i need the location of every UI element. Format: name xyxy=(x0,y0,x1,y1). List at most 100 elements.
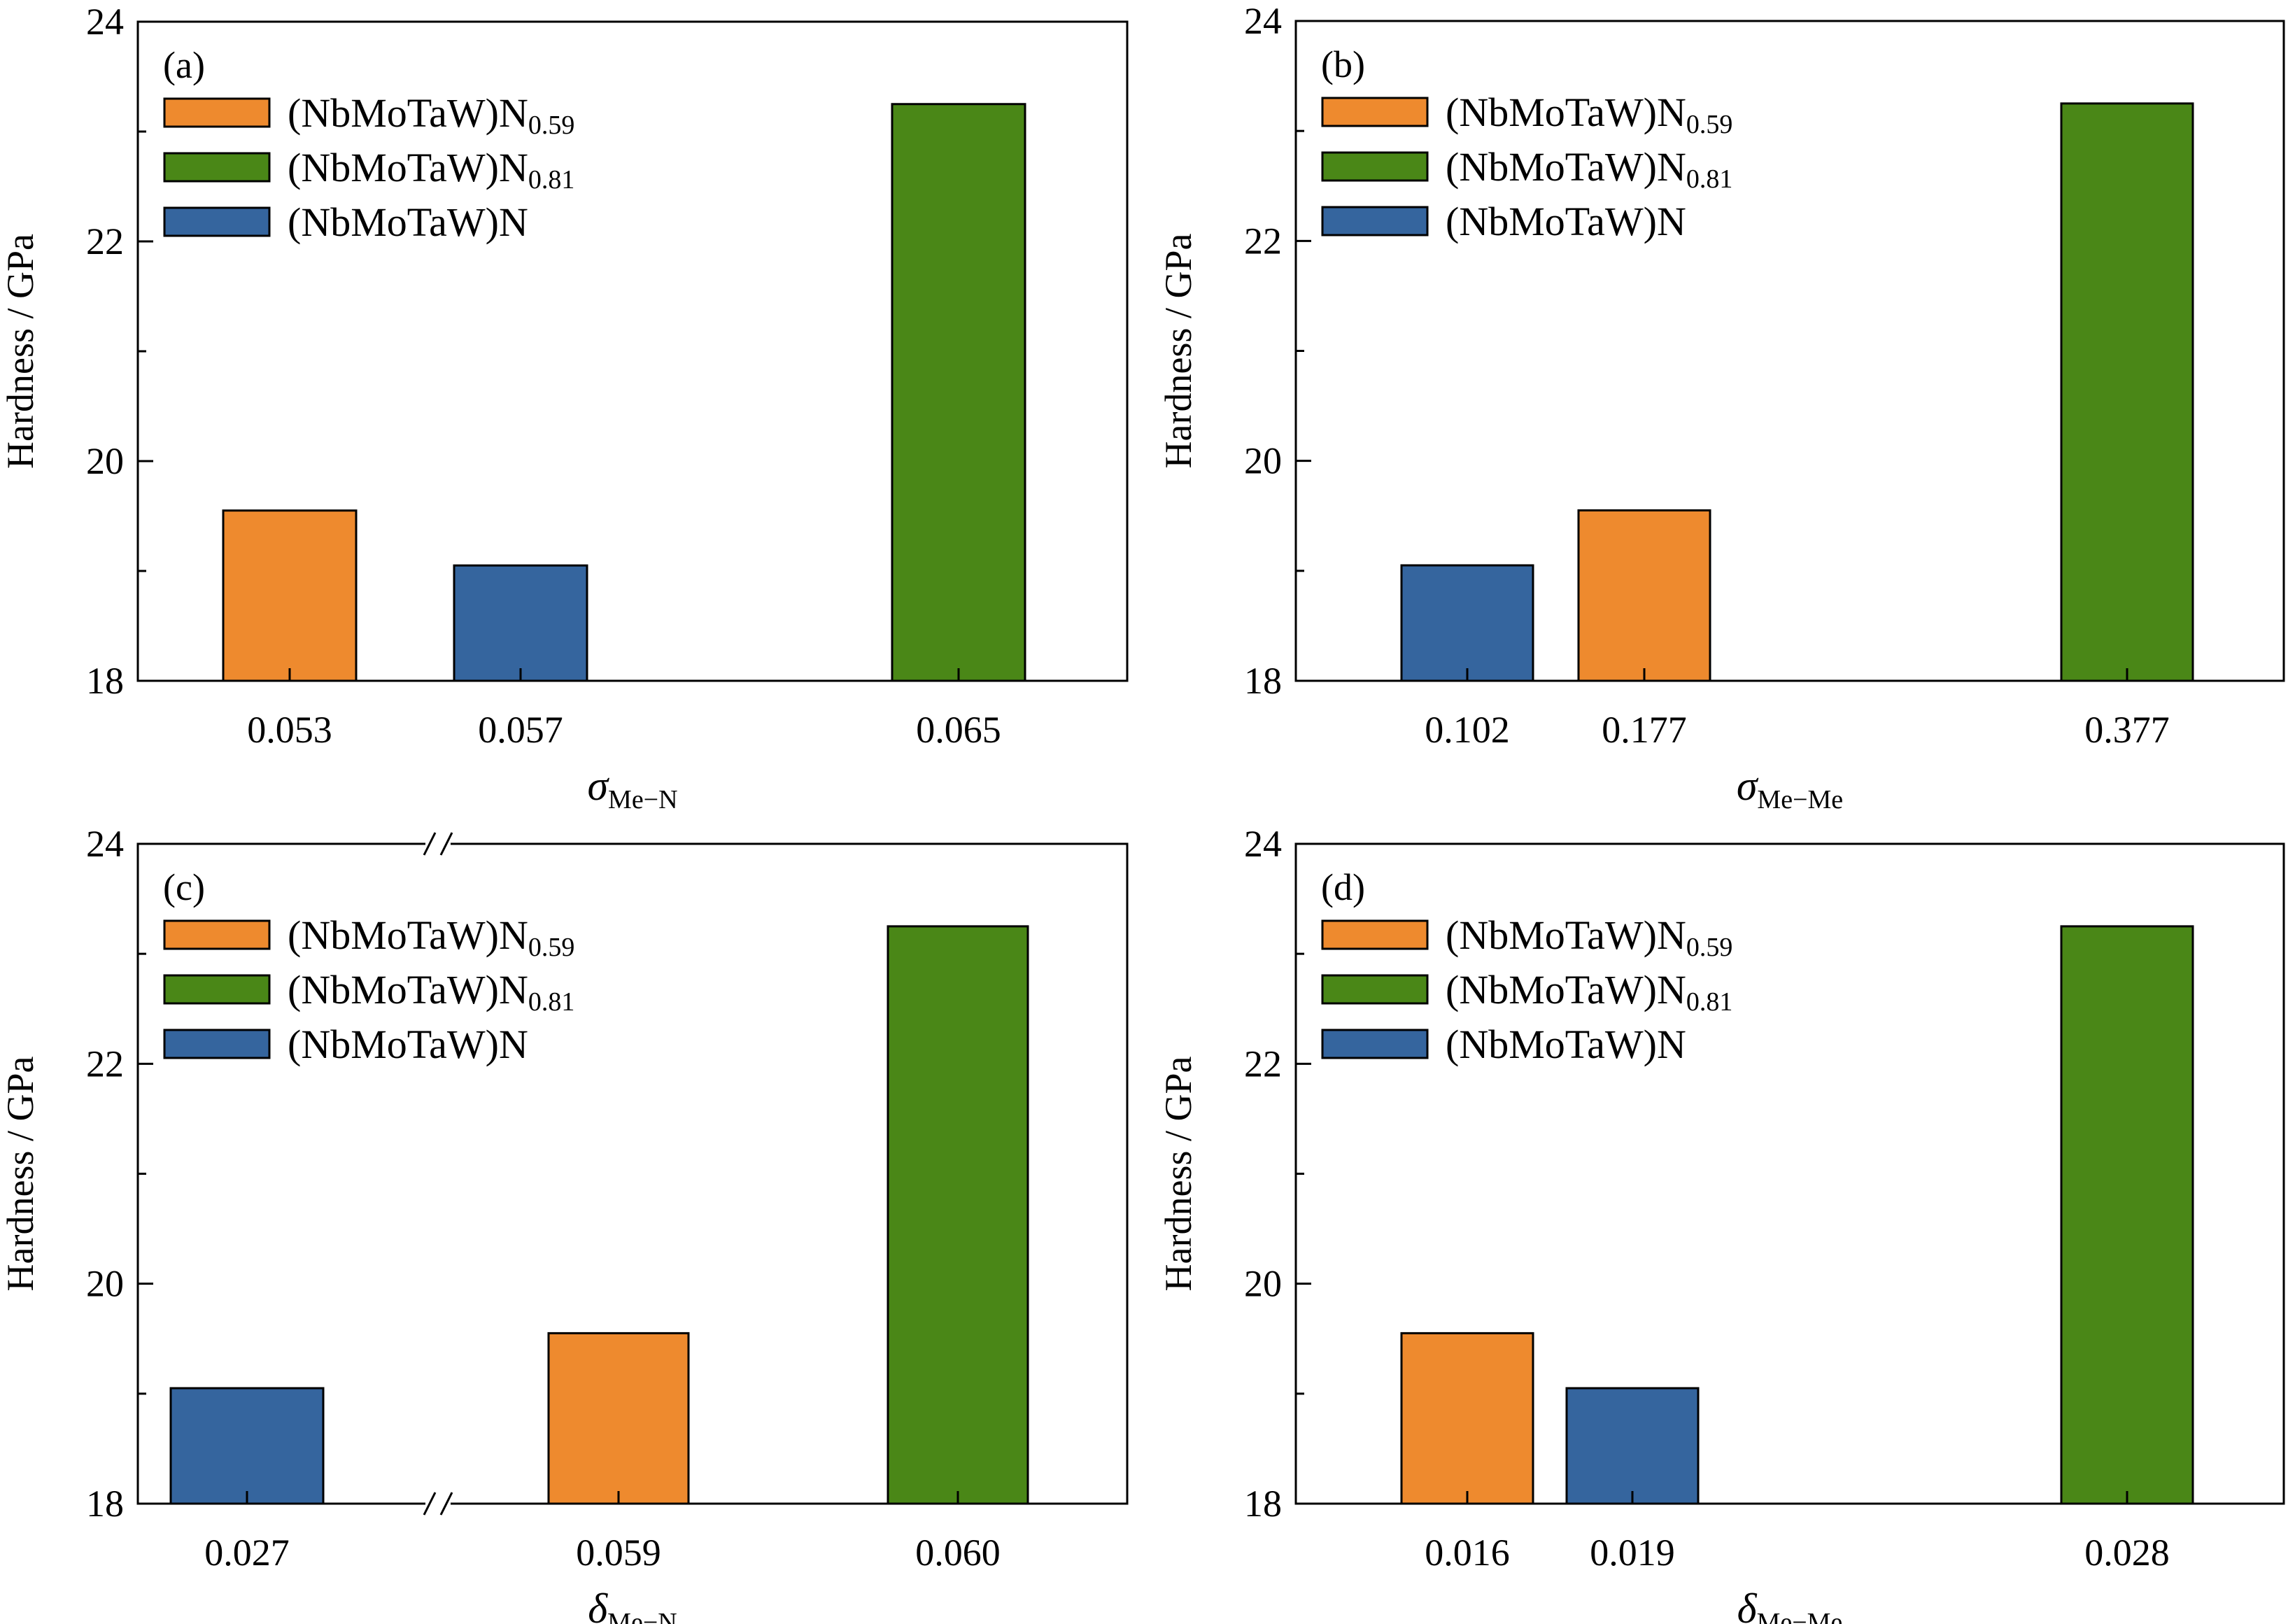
y-axis-label: Hardness / GPa xyxy=(1157,234,1199,469)
bar-N081-0.065 xyxy=(891,103,1026,682)
x-axis-symbol: δ xyxy=(1737,1586,1758,1624)
bar-N081-0.377 xyxy=(2060,102,2194,682)
legend-label: (NbMoTaW)N0.81 xyxy=(288,967,574,1017)
chart-panel-a: 0.053 0.057 0.065 18 20 22 24 Hardness / GPa σMe… xyxy=(0,1,1129,814)
x-tick-label: 0.019 xyxy=(1590,1532,1675,1574)
legend-label: (NbMoTaW)N0.81 xyxy=(1446,144,1732,194)
bar-N059-0.177 xyxy=(1577,509,1711,682)
x-tick-label: 0.057 xyxy=(478,709,563,751)
x-axis-subscript: Me−Me xyxy=(1757,1608,1843,1624)
legend-label: (NbMoTaW)N xyxy=(1446,1022,1686,1067)
panel-label: (b) xyxy=(1321,43,1365,85)
legend-label-subscript: 0.81 xyxy=(1686,987,1733,1017)
y-tick-label: 18 xyxy=(86,1483,124,1525)
legend-swatch-N081 xyxy=(163,974,271,1005)
y-tick-label: 20 xyxy=(1244,440,1282,482)
y-tick-label: 20 xyxy=(86,440,124,482)
legend-swatch-N059 xyxy=(163,97,271,128)
y-tick-label: 24 xyxy=(1244,823,1282,865)
x-tick-label: 0.377 xyxy=(2084,709,2170,751)
bar-N-0.019 xyxy=(1565,1387,1700,1505)
x-axis-label: δMe−Me xyxy=(1737,1586,1843,1624)
bar-N081-0.060 xyxy=(887,925,1029,1505)
legend-swatch-N xyxy=(163,206,271,237)
legend-label: (NbMoTaW)N xyxy=(1446,199,1686,244)
y-axis-label: Hardness / GPa xyxy=(0,234,41,469)
legend-label-base: (NbMoTaW)N xyxy=(1446,912,1686,958)
y-tick-label: 22 xyxy=(1244,1043,1282,1085)
x-tick-label: 0.028 xyxy=(2084,1532,2170,1574)
y-tick-label: 24 xyxy=(1244,0,1282,42)
y-tick-label: 18 xyxy=(86,660,124,702)
x-axis-label: δMe−N xyxy=(588,1586,677,1624)
legend-label-base: (NbMoTaW)N xyxy=(1446,144,1686,190)
axis-break-mark xyxy=(439,1492,453,1516)
legend-label-base: (NbMoTaW)N xyxy=(288,90,528,136)
axis-break-mark xyxy=(423,1492,437,1516)
bar-N059-0.053 xyxy=(222,509,358,682)
x-axis-label: σMe−Me xyxy=(1737,763,1843,814)
axis-break-mark xyxy=(423,832,437,856)
chart-panel-d: 0.016 0.019 0.028 18 20 22 24 Hardness / GPa δMe… xyxy=(1157,823,2285,1624)
legend-label-base: (NbMoTaW)N xyxy=(288,199,528,245)
panel-label: (c) xyxy=(163,866,205,908)
legend-swatch-N081 xyxy=(163,152,271,183)
legend-swatch-N xyxy=(1321,206,1429,236)
legend-swatch-N059 xyxy=(1321,919,1429,950)
bar-N059-0.059 xyxy=(547,1332,690,1505)
legend-label: (NbMoTaW)N0.59 xyxy=(1446,90,1732,139)
x-tick-label: 0.177 xyxy=(1602,709,1687,751)
legend-label: (NbMoTaW)N xyxy=(288,1022,528,1067)
axis-break-mark xyxy=(439,832,453,856)
legend-label-base: (NbMoTaW)N xyxy=(1446,90,1686,135)
y-tick-label: 22 xyxy=(86,1043,124,1085)
legend-label-subscript: 0.59 xyxy=(528,933,575,962)
x-tick-label: 0.016 xyxy=(1425,1532,1510,1574)
legend-label: (NbMoTaW)N0.59 xyxy=(1446,912,1732,962)
legend-label: (NbMoTaW)N0.81 xyxy=(288,145,574,195)
y-tick-label: 18 xyxy=(1244,660,1282,702)
legend-label: (NbMoTaW)N0.59 xyxy=(288,912,574,962)
chart-panel-c: 0.027 0.059 0.060 18 20 22 24 Hardness / GPa δMe… xyxy=(0,823,1129,1624)
x-tick-label: 0.102 xyxy=(1425,709,1510,751)
y-tick-label: 20 xyxy=(1244,1263,1282,1305)
legend-label: (NbMoTaW)N xyxy=(288,199,528,245)
legend-swatch-N059 xyxy=(1321,97,1429,127)
x-axis-subscript: Me−N xyxy=(608,785,678,814)
bar-N059-0.016 xyxy=(1400,1332,1534,1505)
x-tick-label: 0.065 xyxy=(916,709,1001,751)
legend-swatch-N081 xyxy=(1321,974,1429,1005)
y-tick-label: 20 xyxy=(86,1263,124,1305)
legend-label-base: (NbMoTaW)N xyxy=(1446,1022,1686,1067)
x-axis-subscript: Me−N xyxy=(607,1608,677,1624)
legend-label-subscript: 0.59 xyxy=(528,111,575,140)
y-tick-label: 22 xyxy=(1244,220,1282,262)
x-axis-subscript: Me−Me xyxy=(1757,785,1843,814)
bar-N081-0.028 xyxy=(2060,925,2194,1505)
legend-label-subscript: 0.81 xyxy=(528,165,575,195)
y-tick-label: 18 xyxy=(1244,1483,1282,1525)
bar-N-0.057 xyxy=(453,564,588,682)
legend-label-subscript: 0.81 xyxy=(528,987,575,1017)
x-axis-symbol: σ xyxy=(587,763,609,809)
legend-swatch-N xyxy=(1321,1029,1429,1059)
y-tick-label: 22 xyxy=(86,220,124,262)
x-axis-label: σMe−N xyxy=(587,763,677,814)
legend-label-base: (NbMoTaW)N xyxy=(1446,967,1686,1012)
x-tick-label: 0.060 xyxy=(915,1532,1001,1574)
chart-panel-b: 0.102 0.177 0.377 18 20 22 24 Hardness / GPa σMe… xyxy=(1157,0,2285,814)
legend-label-base: (NbMoTaW)N xyxy=(288,912,528,958)
x-tick-label: 0.053 xyxy=(247,709,332,751)
legend-label-base: (NbMoTaW)N xyxy=(1446,199,1686,244)
legend-swatch-N xyxy=(163,1029,271,1059)
panel-label: (a) xyxy=(163,44,205,86)
x-axis-symbol: δ xyxy=(588,1586,608,1624)
legend-label-base: (NbMoTaW)N xyxy=(288,145,528,190)
y-tick-label: 24 xyxy=(86,823,124,865)
legend-label-subscript: 0.59 xyxy=(1686,110,1733,139)
legend-label-subscript: 0.59 xyxy=(1686,933,1733,962)
x-tick-label: 0.059 xyxy=(576,1532,661,1574)
legend-label-subscript: 0.81 xyxy=(1686,164,1733,194)
legend-swatch-N059 xyxy=(163,919,271,950)
